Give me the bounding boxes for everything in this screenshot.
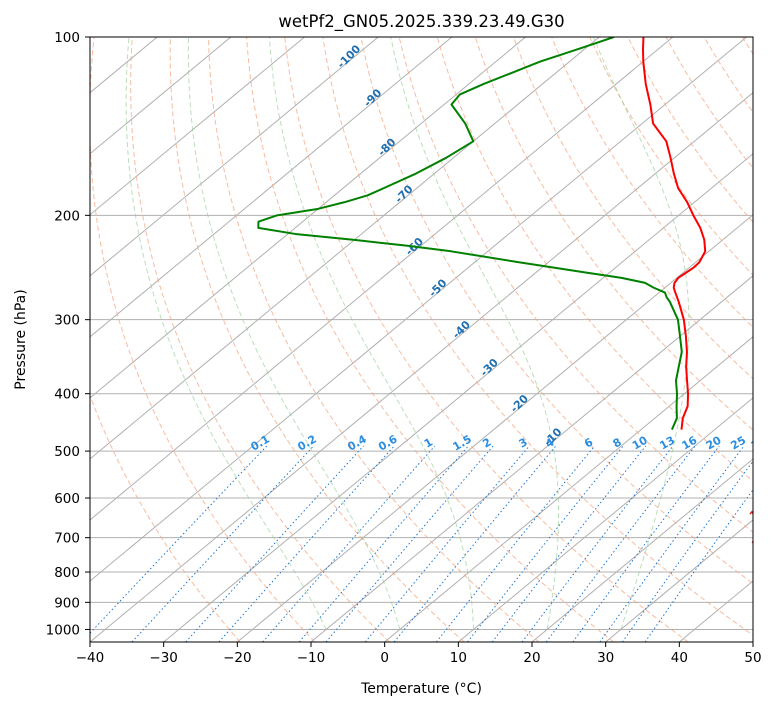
- x-tick-label: −10: [297, 650, 326, 666]
- dry-adiabat: [398, 37, 753, 533]
- moist-adiabat: [268, 37, 474, 630]
- mixing-ratio-line: [364, 445, 530, 642]
- isotherm-line: [90, 37, 379, 277]
- x-tick-label: 20: [523, 650, 540, 666]
- moist-adiabat: [390, 37, 560, 630]
- dry-adiabat: [360, 37, 753, 585]
- dry-adiabat: [246, 37, 614, 642]
- mixing-ratio-line: [545, 445, 696, 642]
- x-tick-label: 40: [671, 650, 688, 666]
- moist-adiabat: [593, 37, 690, 630]
- dry-adiabat: [322, 37, 753, 636]
- x-tick-label: 10: [450, 650, 467, 666]
- mixing-ratio-line: [599, 445, 745, 642]
- dry-adiabat: [169, 37, 465, 642]
- mixing-ratio-line: [262, 445, 436, 642]
- x-tick-label: −40: [76, 650, 105, 666]
- dry-adiabat: [474, 37, 753, 431]
- isotherm-line: [90, 37, 453, 338]
- x-axis-label: Temperature (°C): [360, 681, 482, 697]
- y-tick-label: 1000: [46, 622, 80, 638]
- mixing-ratio-line: [572, 445, 720, 642]
- isotherm-line: [531, 458, 753, 642]
- isotherm-line: [90, 37, 674, 521]
- moist-adiabat: [125, 37, 327, 630]
- y-axis-label: Pressure (hPa): [13, 289, 29, 389]
- isotherm-line: [605, 519, 753, 642]
- mixing-ratio-line: [298, 445, 469, 642]
- dry-adiabat: [589, 37, 753, 276]
- isotherm-line: [90, 37, 747, 582]
- dry-adiabat: [551, 37, 753, 328]
- dry-adiabat: [436, 37, 753, 482]
- isotherm-line: [90, 37, 305, 216]
- y-tick-label: 700: [54, 531, 80, 547]
- x-tick-label: −20: [223, 650, 252, 666]
- plot-background-lines: [90, 37, 753, 642]
- y-tick-label: 200: [54, 208, 80, 224]
- isotherm-line: [90, 92, 753, 642]
- adiabat-label: 10: [747, 502, 767, 522]
- isotherm-line: [163, 153, 753, 642]
- temperature-profile-line: [642, 37, 707, 430]
- dry-adiabat: [665, 37, 753, 169]
- dry-adiabat: [284, 37, 689, 642]
- adiabat-label: 20: [749, 530, 769, 550]
- moist-adiabat: [187, 37, 401, 630]
- mixing-ratio-line: [325, 445, 494, 642]
- mixing-ratio-line: [436, 445, 596, 642]
- isotherm-line: [90, 37, 600, 460]
- dry-adiabat: [627, 37, 753, 223]
- x-tick-label: 50: [744, 650, 761, 666]
- mixing-ratio-line: [185, 445, 364, 642]
- y-tick-label: 900: [54, 595, 80, 611]
- x-axis-ticks: −40 −30 −20 −10 0 10 20 30 40 50: [76, 642, 762, 666]
- y-tick-label: 500: [54, 444, 80, 460]
- profiles: [257, 37, 707, 431]
- mixing-ratio-line: [621, 460, 753, 642]
- y-axis-ticks: 100 200 300 400 500 600 700 800 900 1000: [46, 30, 90, 638]
- isotherm-line: [90, 37, 232, 155]
- mixing-ratio-label: 30: [749, 433, 769, 452]
- dry-adiabat: [130, 37, 390, 642]
- isotherm-line: [458, 397, 753, 642]
- y-tick-label: 100: [54, 30, 80, 46]
- y-tick-label: 800: [54, 565, 80, 581]
- dry-adiabat: [513, 37, 753, 380]
- x-tick-label: 0: [380, 650, 389, 666]
- y-tick-label: 300: [54, 313, 80, 329]
- mixing-ratio-line: [131, 445, 315, 642]
- y-tick-label: 400: [54, 387, 80, 403]
- isotherm-line: [237, 214, 753, 642]
- x-tick-label: −30: [149, 650, 178, 666]
- mixing-ratio-line: [521, 445, 674, 642]
- dewpoint-profile-line: [257, 37, 683, 431]
- mixing-ratio-line: [491, 445, 647, 642]
- mixing-ratio-line: [90, 445, 268, 634]
- plot-frame: [89, 36, 754, 643]
- isotherm-line: [310, 275, 753, 642]
- mixing-ratio-line: [467, 445, 624, 642]
- x-tick-label: 30: [597, 650, 614, 666]
- isotherm-line: [90, 37, 526, 399]
- chart-title: wetPf2_GN05.2025.339.23.49.G30: [278, 12, 564, 32]
- dry-adiabat: [90, 37, 316, 642]
- dry-adiabat: [207, 37, 540, 642]
- y-tick-label: 600: [54, 491, 80, 507]
- isotherm-line: [384, 336, 753, 642]
